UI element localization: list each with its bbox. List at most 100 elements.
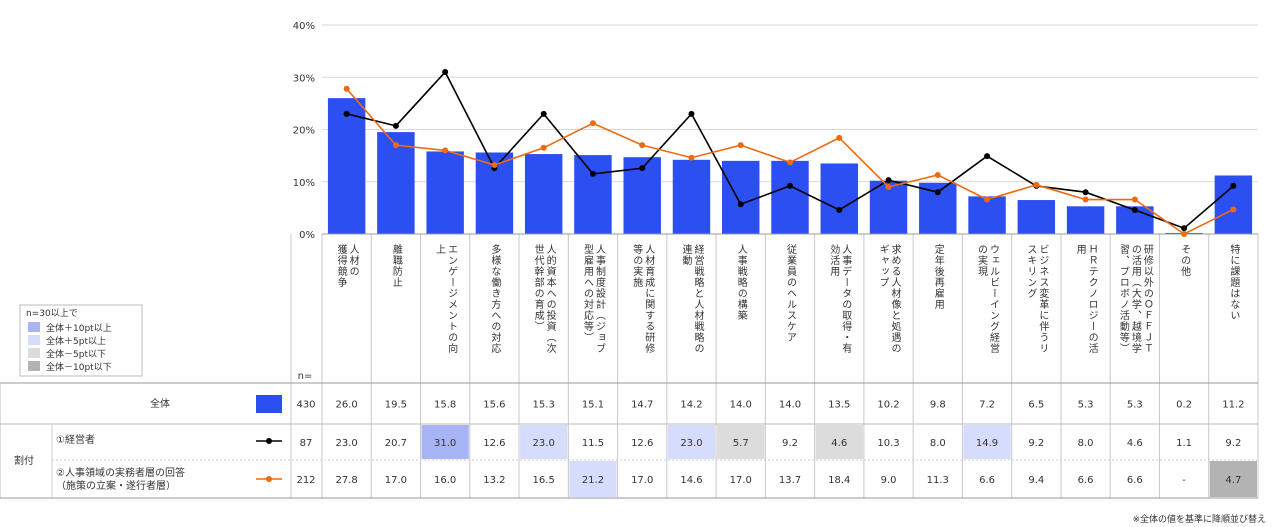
bar: [426, 151, 464, 234]
series-point: [688, 110, 695, 117]
category-label: 人材の: [347, 244, 359, 277]
table-cell: 19.5: [385, 400, 407, 411]
category-label: 獲得競争: [335, 243, 347, 288]
category-label: 人材育成に関する研修: [643, 244, 655, 354]
table-cell: 10.3: [877, 438, 899, 449]
bar: [771, 160, 809, 234]
series-point: [639, 142, 646, 149]
series-point: [343, 110, 350, 117]
category-label: 求める人材像と処遇の: [889, 244, 901, 354]
n-value: 212: [296, 475, 315, 486]
highlight-cell: [520, 425, 568, 459]
table-cell: 9.0: [881, 475, 897, 486]
table-cell: 23.0: [680, 438, 702, 449]
category-label: の実現: [976, 244, 988, 277]
y-tick-label: 40%: [293, 21, 315, 32]
legend-label: 全体－10pt以下: [46, 361, 112, 373]
category-label: ＨＲテクノロジーの活: [1086, 244, 1098, 354]
category-label: 特に課題はない: [1228, 244, 1240, 321]
table-cell: 14.2: [680, 400, 702, 411]
bar: [327, 98, 366, 235]
series-point: [787, 159, 793, 166]
legend-swatch: [28, 335, 40, 345]
category-label: スキリング: [1025, 244, 1037, 299]
legend-swatch-bar: [256, 395, 282, 413]
bar: [1066, 206, 1105, 234]
row-label-practitioner: ②人事領域の実務者層の回答: [56, 466, 185, 479]
series-point: [392, 122, 399, 129]
bar: [574, 155, 612, 234]
legend-swatch-marker: [266, 476, 272, 482]
table-cell: 9.2: [782, 438, 798, 449]
table-cell: 15.6: [483, 400, 505, 411]
bar: [820, 163, 858, 234]
table-cell: 6.6: [1078, 475, 1094, 486]
y-tick-label: 0%: [299, 230, 315, 241]
category-label: ウェルビーイング経営: [988, 244, 1000, 354]
series-point: [589, 120, 596, 127]
table-cell: 6.5: [1028, 400, 1044, 411]
n-value: 430: [296, 400, 315, 411]
table-cell: 16.0: [434, 475, 456, 486]
bar: [672, 159, 711, 234]
category-label: 用: [1074, 244, 1086, 255]
category-label: 人事データの取得・有: [840, 244, 852, 354]
series-point: [836, 206, 843, 213]
table-cell: 15.1: [582, 400, 604, 411]
category-label: 離職防止: [390, 243, 402, 288]
category-label: 多様な働き方への対応: [489, 243, 501, 354]
table-cell: 10.2: [877, 400, 899, 411]
category-label: ギャップ: [877, 244, 888, 288]
table-cell: 17.0: [631, 475, 653, 486]
table-cell: 8.0: [1078, 438, 1094, 449]
row-label-executive: ①経営者: [56, 433, 95, 446]
n-header: n=: [298, 371, 313, 382]
bar: [524, 154, 563, 234]
highlight-cell: [963, 425, 1011, 459]
footnote: ※全体の値を基準に降順並び替え: [1132, 515, 1266, 525]
series-point: [885, 183, 892, 190]
series-point: [836, 134, 843, 141]
category-label: 経営戦略と人材戦略の: [692, 243, 704, 354]
highlight-cell: [421, 425, 469, 459]
series-point: [442, 147, 449, 154]
legend-box: [19, 304, 143, 377]
legend-swatch: [28, 361, 40, 371]
series-point: [392, 142, 399, 149]
category-label: 効活用: [828, 243, 840, 277]
series-point: [1181, 231, 1188, 237]
series-point: [1033, 181, 1040, 188]
series-point: [688, 154, 695, 161]
category-label: ビジネス変革に伴うリ: [1037, 244, 1049, 354]
table-cell: 14.0: [779, 400, 801, 411]
series-point: [984, 153, 991, 160]
table-cell: 11.5: [582, 438, 604, 449]
table-cell: 9.2: [1028, 438, 1044, 449]
table-cell: 23.0: [335, 438, 357, 449]
table-cell: 0.2: [1176, 400, 1192, 411]
table-cell: 6.6: [979, 475, 995, 486]
category-label: 研修以外のＯＦＦＪＴ: [1141, 244, 1153, 354]
legend-label: 全体＋10pt以上: [46, 322, 112, 334]
table-cell: 14.6: [680, 475, 702, 486]
series-point: [1082, 196, 1089, 203]
table-cell: 31.0: [434, 438, 456, 449]
table-cell: 14.0: [730, 400, 752, 411]
table-cell: 9.4: [1028, 475, 1044, 486]
table-cell: 11.3: [927, 475, 949, 486]
bar: [1017, 200, 1056, 234]
category-label: 世代幹部の育成）: [532, 244, 544, 332]
series-point: [737, 142, 744, 149]
series-point: [1082, 189, 1089, 196]
series-point: [1131, 206, 1138, 213]
series-point: [1181, 225, 1188, 232]
highlight-cell: [717, 425, 765, 459]
series-point: [1131, 196, 1138, 203]
table-cell: 12.6: [483, 438, 505, 449]
category-label: 型雇用への対応等）: [581, 243, 593, 343]
legend-title: n=30以上で: [26, 308, 78, 319]
series-point: [540, 144, 547, 151]
table-cell: 4.6: [1127, 438, 1143, 449]
row-label-total: 全体: [150, 397, 170, 410]
